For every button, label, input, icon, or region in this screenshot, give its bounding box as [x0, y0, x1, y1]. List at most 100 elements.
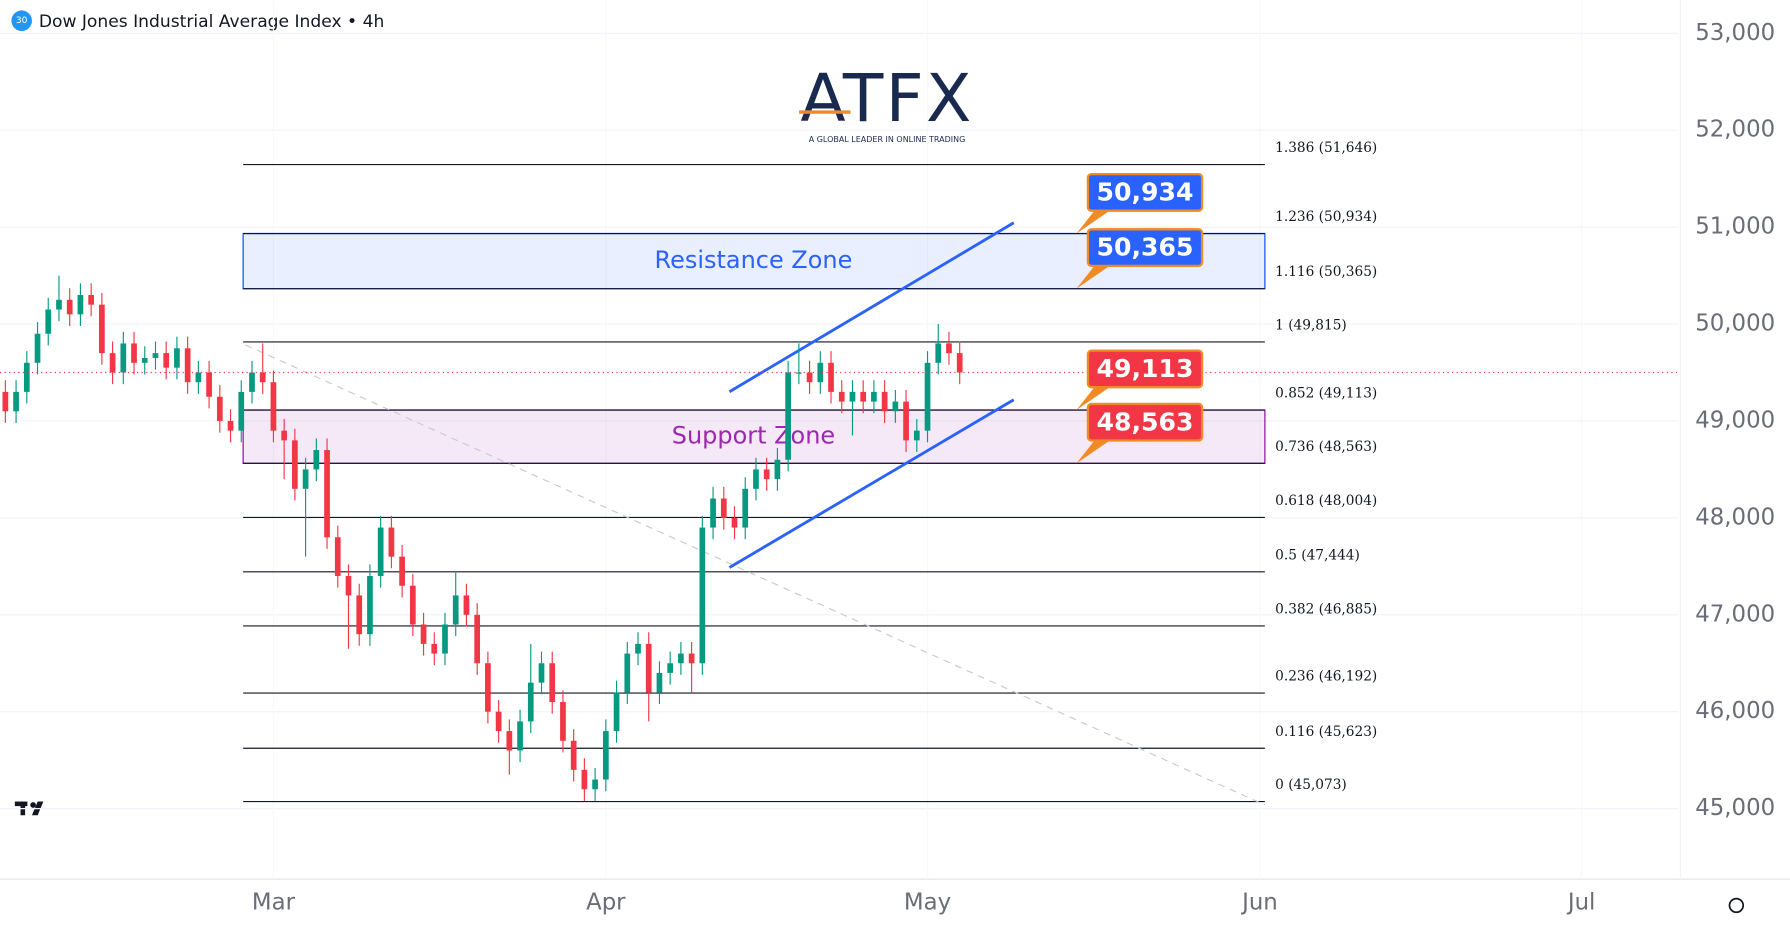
candle-body [506, 731, 513, 751]
candle-body [860, 391, 867, 402]
candle-body [624, 653, 631, 693]
y-tick-label: 46,000 [1695, 698, 1775, 724]
candle-body [109, 353, 116, 373]
x-tick-label: Jul [1566, 890, 1596, 916]
candle-body [141, 357, 148, 363]
fib-label: 0.618 (48,004) [1275, 493, 1377, 509]
candle-body [163, 353, 170, 368]
candle-body [795, 372, 802, 374]
price-tag [1086, 228, 1204, 267]
candle-body [560, 702, 566, 741]
candle-body [99, 304, 105, 354]
candle-body [602, 731, 609, 780]
x-tick-label: Apr [586, 890, 626, 916]
candle-body [216, 396, 223, 421]
candle-body [527, 682, 534, 722]
price-tag [1086, 173, 1204, 212]
candle-body [356, 595, 363, 635]
candle-body [892, 401, 899, 412]
candle-body [281, 430, 288, 441]
fib-label: 0.236 (46,192) [1275, 669, 1377, 685]
candle-body [2, 391, 9, 412]
candle-body [238, 391, 245, 431]
candle-body [66, 299, 73, 315]
fib-label: 0.382 (46,885) [1275, 601, 1377, 617]
y-tick-label: 53,000 [1695, 20, 1775, 46]
candle-body [442, 624, 448, 654]
candle-body [849, 391, 856, 402]
badge-icon [11, 10, 32, 31]
candle-body [871, 391, 877, 402]
candle-body [570, 740, 577, 770]
candle-body [377, 527, 384, 577]
price-tag [1086, 349, 1204, 389]
candle-body [431, 643, 438, 654]
candle-body [956, 353, 963, 373]
candle-body [88, 294, 94, 305]
y-tick-label: 50,000 [1695, 311, 1775, 337]
candle-body [334, 537, 341, 577]
candle-body [34, 333, 41, 363]
price-tag-label: 50,934 [1097, 178, 1194, 207]
y-tick-label: 45,000 [1695, 795, 1775, 821]
candle-body [452, 595, 459, 625]
y-tick-label: 47,000 [1695, 601, 1775, 627]
fib-label: 0.5 (47,444) [1275, 547, 1360, 563]
candle-body [517, 721, 523, 751]
candle-body [699, 527, 706, 664]
candle-body [678, 653, 684, 664]
candle-body [935, 343, 942, 363]
candle-body [227, 420, 234, 431]
candle-body [409, 585, 416, 625]
chart-title: Dow Jones Industrial Average Index • 4h [39, 12, 384, 32]
fib-label: 0.852 (49,113) [1275, 386, 1377, 402]
y-tick-label: 48,000 [1695, 504, 1775, 530]
candle-body [817, 362, 824, 383]
candle-body [420, 624, 427, 644]
candle-body [656, 672, 663, 693]
candle-body [174, 348, 180, 368]
candle-body [13, 391, 19, 412]
price-tag [1086, 402, 1204, 442]
zone-label: Resistance Zone [655, 246, 853, 274]
candle-body [259, 372, 266, 383]
candle-body [345, 576, 352, 596]
candle-body [946, 343, 952, 354]
candle-body [645, 643, 652, 693]
candle-body [388, 527, 395, 557]
trend-dotted [245, 344, 1266, 806]
candle-body [120, 343, 127, 373]
candle-body [206, 372, 212, 397]
candle-body [56, 299, 62, 310]
candle-body [23, 362, 30, 392]
candle-body [806, 372, 813, 383]
zone-label: Support Zone [672, 422, 835, 450]
y-tick-label: 51,000 [1695, 214, 1775, 240]
candle-body [249, 372, 255, 392]
candle-body [613, 692, 620, 732]
candle-body [720, 498, 727, 518]
fib-label: 1.116 (50,365) [1275, 264, 1377, 280]
candle-body [774, 459, 781, 480]
x-tick-label: May [904, 890, 951, 916]
logo: ATFX [800, 60, 973, 137]
candle-body [131, 343, 137, 363]
settings-icon[interactable] [1728, 897, 1745, 914]
candle-body [399, 556, 405, 586]
candle-body [881, 391, 888, 412]
candle-body [731, 517, 738, 528]
candle-body [184, 348, 191, 383]
candle-body [635, 643, 641, 654]
fib-label: 1 (49,815) [1275, 317, 1347, 333]
candle-body [45, 309, 52, 334]
x-tick-label: Mar [252, 890, 296, 916]
candle-body [292, 440, 298, 489]
price-tag-label: 50,365 [1097, 233, 1194, 262]
candle-body [313, 450, 320, 470]
candle-body [838, 391, 845, 402]
fib-label: 0.736 (48,563) [1275, 439, 1377, 455]
candle-body [592, 779, 598, 790]
candle-body [463, 595, 470, 615]
